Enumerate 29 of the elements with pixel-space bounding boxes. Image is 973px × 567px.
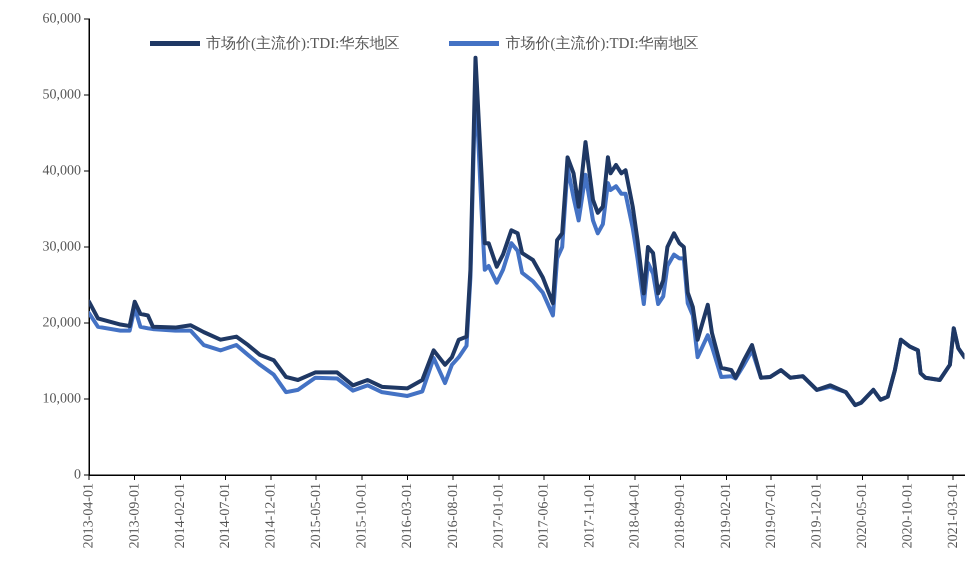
x-tick-label: 2017-11-01	[582, 483, 598, 548]
x-tick-label: 2014-02-01	[173, 483, 188, 548]
x-tick-label: 2016-08-01	[446, 483, 461, 548]
legend-label: 市场价(主流价):TDI:华南地区	[505, 34, 699, 53]
x-tick-label: 2017-06-01	[536, 483, 552, 548]
x-tick-label: 2015-10-01	[354, 483, 370, 548]
x-tick-label: 2017-01-01	[491, 483, 506, 548]
y-tick-label: 20,000	[42, 316, 81, 331]
x-tick-label: 2018-09-01	[673, 483, 688, 548]
y-tick-label: 50,000	[42, 88, 81, 103]
x-tick-label: 2020-10-01	[900, 483, 916, 548]
x-tick-label: 2018-04-01	[627, 483, 642, 548]
x-tick-label: 2019-07-01	[764, 483, 779, 548]
legend-label: 市场价(主流价):TDI:华东地区	[206, 34, 400, 53]
x-tick-label: 2014-07-01	[218, 483, 233, 548]
y-tick-label: 10,000	[42, 392, 81, 407]
x-tick-label: 2019-12-01	[810, 483, 825, 548]
x-tick-label: 2013-04-01	[82, 483, 97, 548]
x-tick-label: 2019-02-01	[718, 483, 734, 548]
x-tick-label: 2016-03-01	[400, 483, 416, 548]
x-tick-label: 2013-09-01	[127, 483, 142, 548]
y-tick-label: 0	[74, 468, 81, 483]
x-tick-label: 2021-03-01	[946, 483, 961, 548]
x-tick-label: 2020-05-01	[854, 483, 870, 548]
x-tick-label: 2014-12-01	[264, 483, 279, 548]
x-tick-label: 2015-05-01	[308, 483, 324, 548]
y-tick-label: 60,000	[42, 12, 81, 27]
y-tick-label: 30,000	[42, 240, 81, 255]
y-tick-label: 40,000	[42, 164, 81, 179]
